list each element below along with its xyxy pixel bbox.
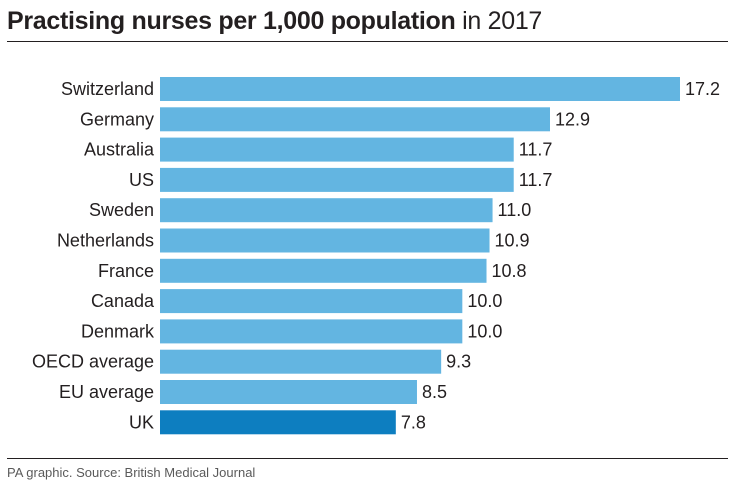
category-label-oecd-average: OECD average	[32, 352, 154, 372]
bar-australia	[160, 137, 514, 162]
title-year: in 2017	[462, 7, 543, 35]
bar-denmark	[160, 319, 463, 344]
value-label-us: 11.7	[519, 170, 553, 190]
bar-oecd-average	[160, 349, 442, 374]
bar-germany	[160, 107, 550, 132]
value-label-netherlands: 10.9	[495, 231, 530, 251]
bar-canada	[160, 289, 463, 314]
value-label-germany: 12.9	[555, 109, 590, 129]
value-label-denmark: 10.0	[467, 321, 502, 341]
category-label-uk: UK	[129, 412, 154, 432]
bar-eu-average	[160, 380, 417, 404]
category-label-germany: Germany	[80, 109, 154, 129]
value-label-switzerland: 17.2	[685, 79, 720, 99]
chart-title: Practising nurses per 1,000 population i…	[7, 6, 542, 36]
bar-uk	[160, 410, 396, 435]
bar-switzerland	[160, 77, 680, 101]
category-label-canada: Canada	[91, 291, 155, 311]
bar-netherlands	[160, 228, 490, 253]
value-label-oecd-average: 9.3	[446, 352, 471, 372]
category-label-eu-average: EU average	[59, 382, 154, 402]
title-main: Practising nurses per 1,000 population	[7, 7, 456, 35]
category-label-sweden: Sweden	[89, 200, 154, 220]
footer-divider	[7, 458, 728, 459]
category-label-us: US	[129, 170, 154, 190]
value-label-eu-average: 8.5	[422, 382, 447, 402]
value-label-australia: 11.7	[519, 140, 553, 160]
value-label-uk: 7.8	[401, 412, 426, 432]
bar-sweden	[160, 198, 493, 223]
category-label-france: France	[98, 261, 154, 281]
bar-us	[160, 167, 514, 192]
category-label-australia: Australia	[84, 140, 155, 160]
source-note: PA graphic. Source: British Medical Jour…	[7, 465, 256, 480]
bar-france	[160, 258, 487, 283]
category-label-netherlands: Netherlands	[57, 231, 154, 251]
value-label-sweden: 11.0	[498, 200, 532, 220]
title-divider	[7, 41, 728, 42]
value-label-france: 10.8	[492, 261, 527, 281]
category-label-denmark: Denmark	[81, 321, 155, 341]
category-label-switzerland: Switzerland	[61, 79, 154, 99]
value-label-canada: 10.0	[467, 291, 502, 311]
